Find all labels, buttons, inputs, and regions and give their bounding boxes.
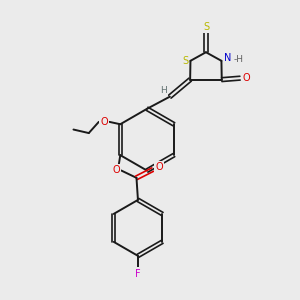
Text: S: S bbox=[203, 22, 209, 32]
Text: -H: -H bbox=[233, 56, 244, 64]
Text: H: H bbox=[160, 86, 167, 95]
Text: S: S bbox=[182, 56, 188, 66]
Text: O: O bbox=[100, 117, 108, 127]
Text: O: O bbox=[112, 166, 120, 176]
Text: O: O bbox=[243, 73, 250, 83]
Text: O: O bbox=[155, 162, 163, 172]
Text: F: F bbox=[135, 268, 141, 278]
Text: N: N bbox=[224, 53, 232, 64]
